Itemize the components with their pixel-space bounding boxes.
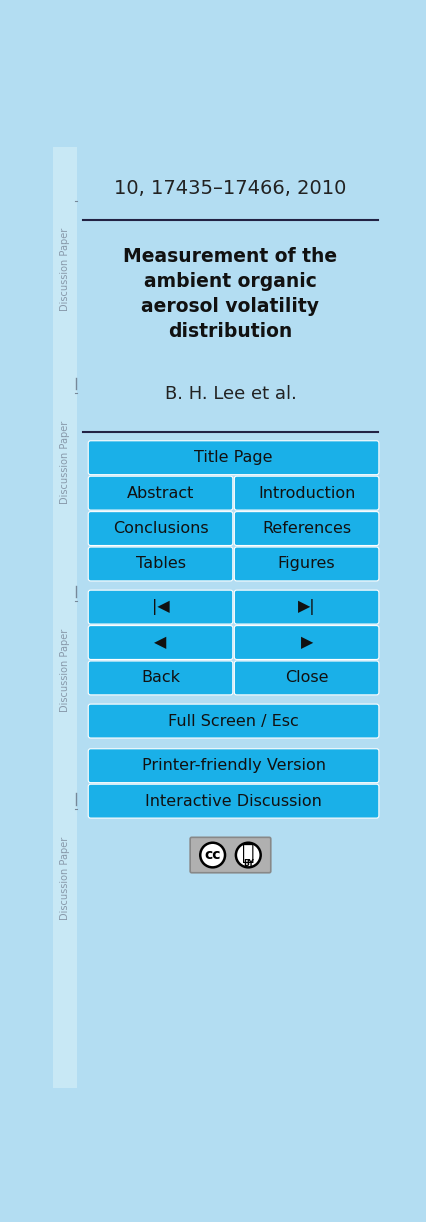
FancyBboxPatch shape: [234, 626, 378, 660]
Text: BY: BY: [242, 859, 253, 868]
Text: ◀: ◀: [154, 635, 166, 650]
Text: Discussion Paper: Discussion Paper: [60, 229, 70, 312]
FancyBboxPatch shape: [88, 785, 378, 818]
FancyBboxPatch shape: [88, 477, 232, 510]
FancyBboxPatch shape: [88, 512, 232, 545]
Text: |◀: |◀: [151, 599, 169, 615]
FancyBboxPatch shape: [234, 512, 378, 545]
FancyBboxPatch shape: [88, 441, 378, 474]
Text: References: References: [262, 521, 350, 536]
Text: ▶|: ▶|: [297, 599, 315, 615]
Text: Full Screen / Esc: Full Screen / Esc: [168, 714, 298, 728]
Text: Introduction: Introduction: [257, 485, 354, 501]
FancyBboxPatch shape: [234, 547, 378, 580]
FancyBboxPatch shape: [234, 590, 378, 624]
Text: Discussion Paper: Discussion Paper: [60, 837, 70, 920]
FancyBboxPatch shape: [88, 547, 232, 580]
Text: Back: Back: [141, 671, 180, 686]
FancyBboxPatch shape: [53, 147, 76, 1088]
Text: ▶: ▶: [300, 635, 312, 650]
Circle shape: [235, 843, 260, 868]
Text: Close: Close: [284, 671, 328, 686]
Circle shape: [200, 843, 225, 868]
Text: Discussion Paper: Discussion Paper: [60, 420, 70, 503]
Text: Tables: Tables: [135, 556, 185, 572]
FancyBboxPatch shape: [234, 477, 378, 510]
FancyBboxPatch shape: [88, 661, 232, 695]
Text: Title Page: Title Page: [194, 450, 272, 466]
FancyBboxPatch shape: [88, 704, 378, 738]
Text: Interactive Discussion: Interactive Discussion: [145, 793, 321, 809]
Text: 10, 17435–17466, 2010: 10, 17435–17466, 2010: [114, 180, 346, 198]
Text: ⓑ: ⓑ: [242, 843, 254, 863]
Text: Abstract: Abstract: [127, 485, 194, 501]
FancyBboxPatch shape: [88, 626, 232, 660]
Text: Discussion Paper: Discussion Paper: [60, 628, 70, 712]
FancyBboxPatch shape: [234, 661, 378, 695]
Text: B. H. Lee et al.: B. H. Lee et al.: [164, 385, 296, 403]
Text: Printer-friendly Version: Printer-friendly Version: [141, 758, 325, 774]
Text: Figures: Figures: [277, 556, 335, 572]
FancyBboxPatch shape: [190, 837, 270, 873]
Text: cc: cc: [204, 848, 220, 862]
Text: Conclusions: Conclusions: [112, 521, 208, 536]
Text: Measurement of the
ambient organic
aerosol volatility
distribution: Measurement of the ambient organic aeros…: [123, 247, 337, 341]
FancyBboxPatch shape: [88, 590, 232, 624]
FancyBboxPatch shape: [88, 749, 378, 782]
